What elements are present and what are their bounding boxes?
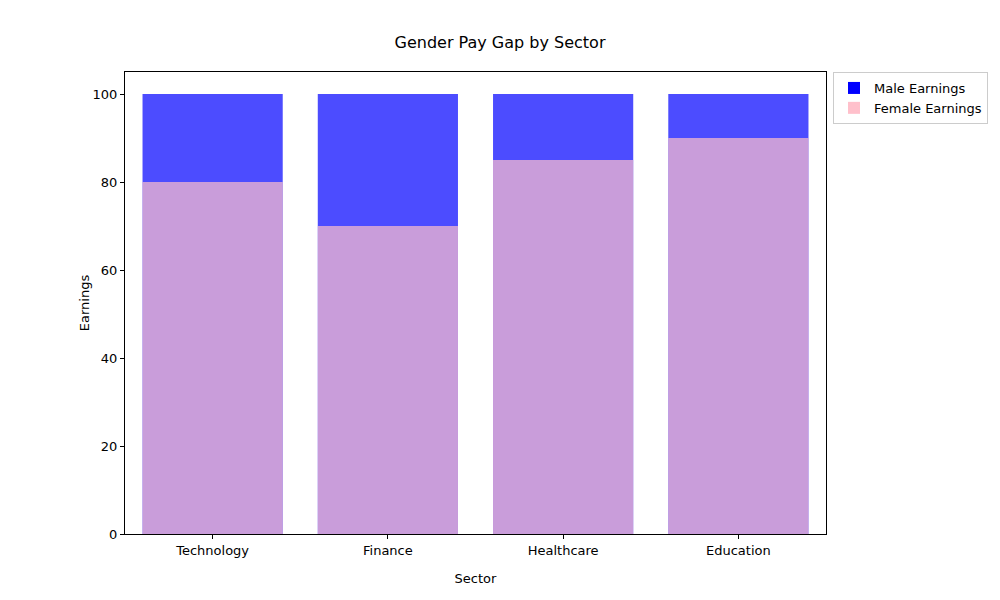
svg-text:40: 40: [101, 351, 118, 366]
svg-text:60: 60: [101, 263, 118, 278]
svg-text:Male Earnings: Male Earnings: [874, 81, 966, 96]
svg-text:Technology: Technology: [175, 543, 249, 558]
svg-text:Sector: Sector: [455, 571, 497, 586]
svg-text:Healthcare: Healthcare: [528, 543, 599, 558]
svg-text:100: 100: [93, 87, 118, 102]
svg-text:80: 80: [101, 175, 118, 190]
svg-text:Female Earnings: Female Earnings: [874, 101, 982, 116]
svg-text:Earnings: Earnings: [77, 275, 92, 332]
svg-text:Finance: Finance: [363, 543, 413, 558]
svg-text:Gender Pay Gap by Sector: Gender Pay Gap by Sector: [395, 33, 606, 52]
svg-text:Education: Education: [706, 543, 771, 558]
svg-text:0: 0: [109, 527, 117, 542]
svg-text:20: 20: [101, 439, 118, 454]
